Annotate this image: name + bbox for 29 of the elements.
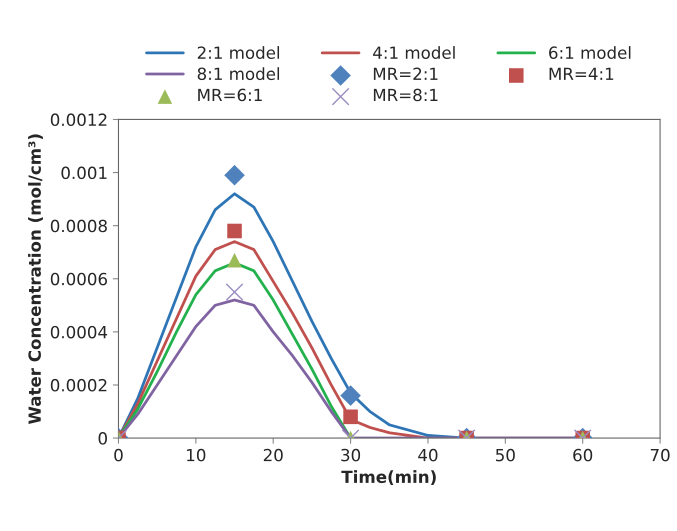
y-tick-label: 0.001 <box>61 166 107 180</box>
y-axis-title: Water Concentration (mol/cm³) <box>28 134 43 424</box>
legend-label: 4:1 model <box>373 46 455 59</box>
x-tick-label: 30 <box>341 448 360 462</box>
legend-label: MR=4:1 <box>550 68 614 80</box>
x-tick-label: 60 <box>573 448 592 462</box>
x-tick-label: 20 <box>264 448 283 462</box>
x-tick-label: 40 <box>418 448 438 462</box>
point <box>227 224 242 238</box>
x-tick-label: 50 <box>496 448 515 462</box>
y-tick-label: 0.0006 <box>50 272 108 286</box>
legend-label: MR=2:1 <box>374 68 438 80</box>
y-tick-label: 0.0004 <box>50 326 108 338</box>
y-tick-label: 0.0008 <box>50 220 107 232</box>
legend-label: 2:1 model <box>198 46 280 59</box>
legend-label: MR=8:1 <box>374 88 438 102</box>
x-tick-label: 70 <box>650 448 670 462</box>
point <box>226 283 244 301</box>
x-tick-label: 0 <box>114 448 123 462</box>
point <box>227 252 242 268</box>
x-axis-title: Time(min) <box>341 470 436 486</box>
y-tick-label: 0.0002 <box>50 378 106 392</box>
y-tick-label: 0.0012 <box>50 113 106 126</box>
point <box>224 164 245 186</box>
legend-label: MR=6:1 <box>198 88 262 102</box>
y-tick-label: 0 <box>98 432 107 445</box>
x-tick-label: 10 <box>187 448 206 462</box>
legend-label: 6:1 model <box>549 46 630 59</box>
legend-label: 8:1 model <box>198 67 280 80</box>
